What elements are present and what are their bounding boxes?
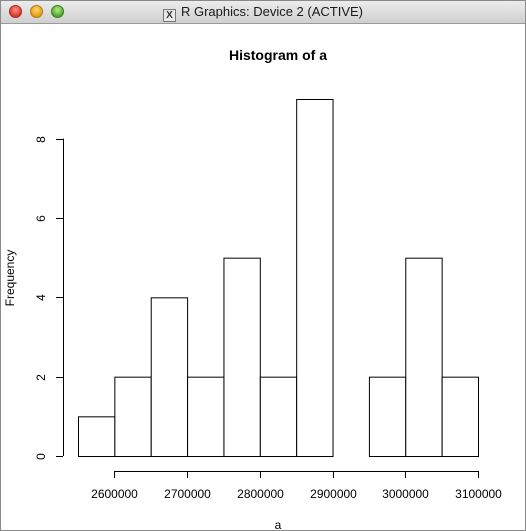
title-bar[interactable]: X R Graphics: Device 2 (ACTIVE) [1,1,525,24]
x-tick-label: 3100000 [455,487,502,501]
zoom-button[interactable] [51,5,64,18]
x-tick-label: 2600000 [91,487,138,501]
histogram-bar [223,257,261,457]
y-tick-label: 0 [34,453,48,460]
x-tick-label: 2900000 [310,487,357,501]
x-axis-label: a [275,518,282,530]
histogram-bar [296,99,334,457]
window-title-group: X R Graphics: Device 2 (ACTIVE) [1,4,525,22]
y-tick-label: 8 [34,136,48,143]
x-tick-label: 2800000 [237,487,284,501]
histogram-bar [405,257,443,457]
x-tick-label: 2700000 [164,487,211,501]
histogram-bar [368,376,407,457]
chart-title: Histogram of a [229,47,327,63]
x11-icon: X [162,9,176,22]
y-tick-label: 6 [34,215,48,222]
bars-group [78,99,479,458]
close-button[interactable] [9,5,22,18]
y-axis-label: Frequency [3,250,17,307]
x-axis: 2600000 2700000 2800000 2900000 3000000 31000… [91,471,502,501]
minimize-button[interactable] [30,5,43,18]
window-title: R Graphics: Device 2 (ACTIVE) [180,4,364,19]
y-axis: 0 2 4 6 8 [34,136,64,460]
histogram-bar [187,376,225,457]
histogram-bar [114,376,152,457]
x-tick-label: 3000000 [382,487,429,501]
y-tick-label: 2 [34,374,48,381]
histogram-bar [259,376,298,457]
histogram-bar [78,416,116,458]
histogram-bar [441,376,479,457]
histogram-bar [150,297,189,458]
y-tick-label: 4 [34,294,48,301]
